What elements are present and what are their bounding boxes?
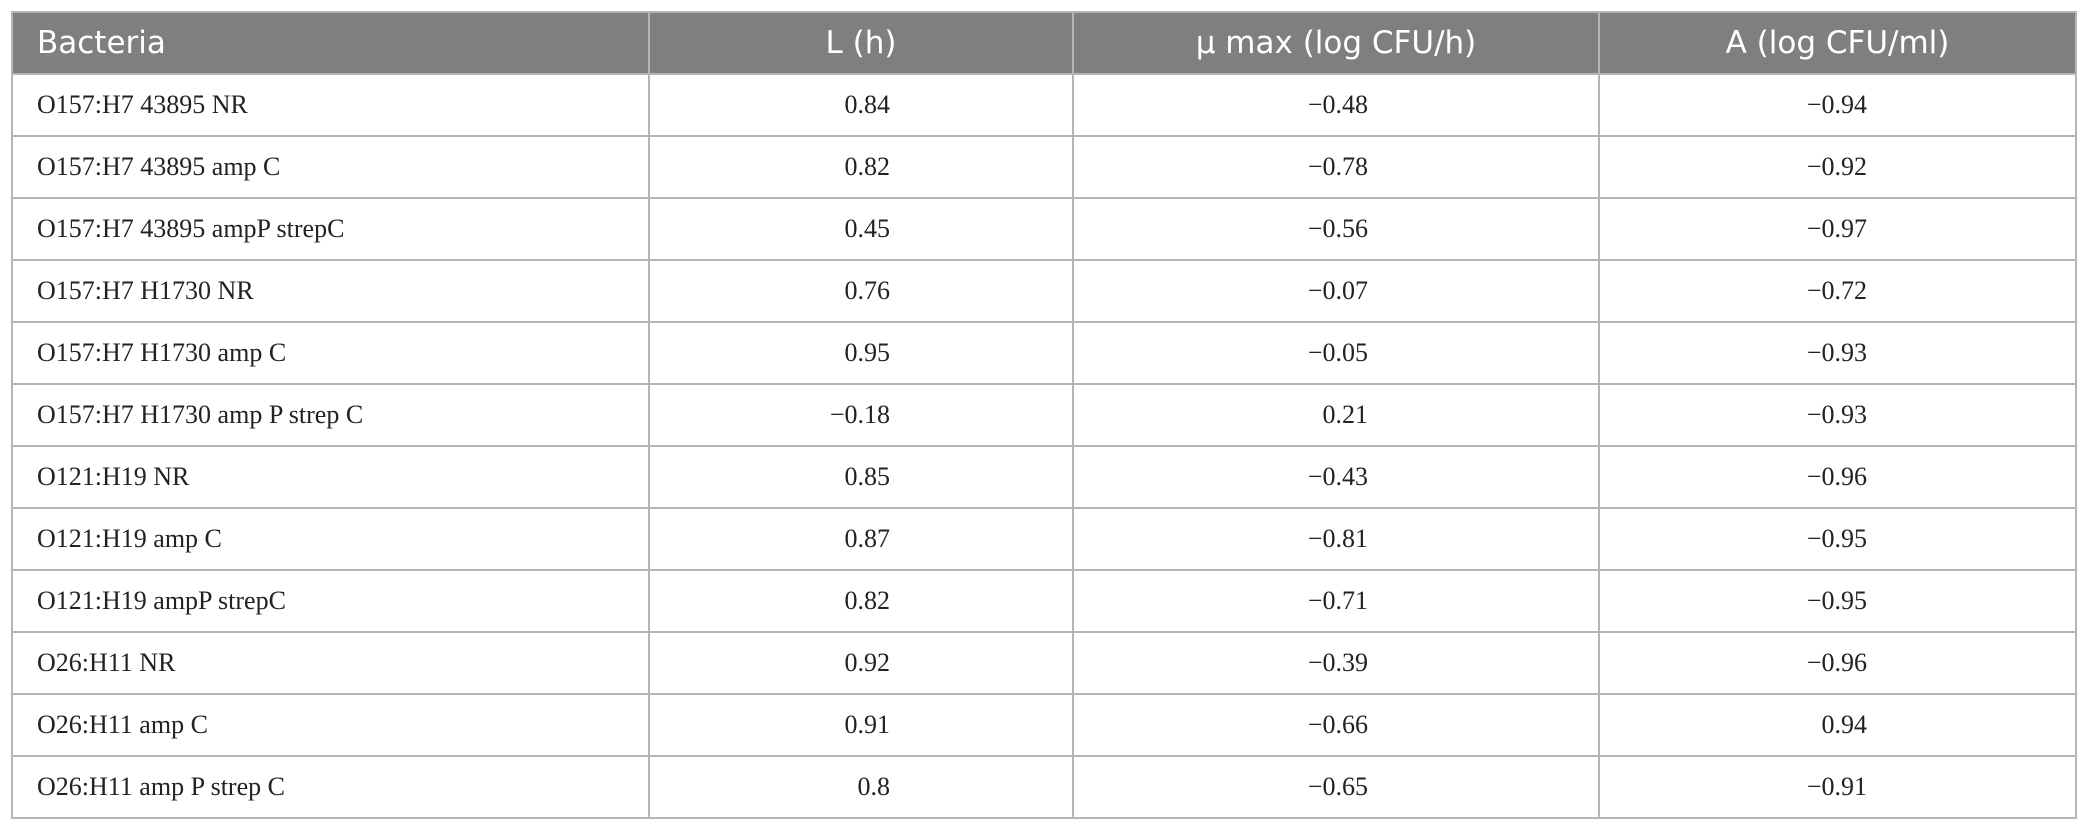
column-header: Bacteria <box>11 11 650 75</box>
value-cell: −0.92 <box>1598 135 2077 199</box>
table-row: O157:H7 43895 ampP strepC 0.45 −0.56 −0.97 <box>11 197 2077 261</box>
value-cell: 0.8 <box>648 755 1074 819</box>
table-container: Bacteria L (h) μ max (log CFU/h) A (log CFU… <box>11 11 2077 819</box>
value-cell: 0.82 <box>648 569 1074 633</box>
value-cell: 0.84 <box>648 73 1074 137</box>
header-row: Bacteria L (h) μ max (log CFU/h) A (log CFU… <box>11 11 2077 75</box>
bacteria-cell: O26:H11 amp P strep C <box>11 755 650 819</box>
table-row: O157:H7 H1730 amp C 0.95 −0.05 −0.93 <box>11 321 2077 385</box>
value-cell: −0.91 <box>1598 755 2077 819</box>
bacteria-cell: O157:H7 43895 ampP strepC <box>11 197 650 261</box>
table-row: O121:H19 NR 0.85 −0.43 −0.96 <box>11 445 2077 509</box>
table-row: O157:H7 H1730 amp P strep C −0.18 0.21 −0.9… <box>11 383 2077 447</box>
value-cell: −0.39 <box>1072 631 1600 695</box>
bacteria-cell: O121:H19 NR <box>11 445 650 509</box>
value-cell: −0.56 <box>1072 197 1600 261</box>
value-cell: −0.72 <box>1598 259 2077 323</box>
value-cell: −0.94 <box>1598 73 2077 137</box>
table-row: O157:H7 43895 NR 0.84 −0.48 −0.94 <box>11 73 2077 137</box>
value-cell: −0.65 <box>1072 755 1600 819</box>
value-cell: 0.82 <box>648 135 1074 199</box>
value-cell: −0.93 <box>1598 321 2077 385</box>
column-header: μ max (log CFU/h) <box>1072 11 1600 75</box>
value-cell: −0.96 <box>1598 445 2077 509</box>
value-cell: −0.07 <box>1072 259 1600 323</box>
value-cell: −0.95 <box>1598 507 2077 571</box>
column-header: A (log CFU/ml) <box>1598 11 2077 75</box>
table-row: O121:H19 ampP strepC 0.82 −0.71 −0.95 <box>11 569 2077 633</box>
table-row: O157:H7 H1730 NR 0.76 −0.07 −0.72 <box>11 259 2077 323</box>
value-cell: −0.71 <box>1072 569 1600 633</box>
table-row: O26:H11 amp P strep C 0.8 −0.65 −0.91 <box>11 755 2077 819</box>
table-row: O157:H7 43895 amp C 0.82 −0.78 −0.92 <box>11 135 2077 199</box>
table-body: O157:H7 43895 NR 0.84 −0.48 −0.94 O157:H7 43… <box>11 73 2077 819</box>
value-cell: −0.48 <box>1072 73 1600 137</box>
value-cell: 0.92 <box>648 631 1074 695</box>
value-cell: 0.85 <box>648 445 1074 509</box>
bacteria-cell: O157:H7 43895 amp C <box>11 135 650 199</box>
value-cell: −0.96 <box>1598 631 2077 695</box>
value-cell: −0.81 <box>1072 507 1600 571</box>
table-row: O26:H11 amp C 0.91 −0.66 0.94 <box>11 693 2077 757</box>
table-row: O26:H11 NR 0.92 −0.39 −0.96 <box>11 631 2077 695</box>
data-table: Bacteria L (h) μ max (log CFU/h) A (log CFU… <box>11 11 2077 819</box>
value-cell: 0.94 <box>1598 693 2077 757</box>
bacteria-cell: O121:H19 amp C <box>11 507 650 571</box>
table-row: O121:H19 amp C 0.87 −0.81 −0.95 <box>11 507 2077 571</box>
column-header: L (h) <box>648 11 1074 75</box>
value-cell: 0.76 <box>648 259 1074 323</box>
value-cell: −0.66 <box>1072 693 1600 757</box>
bacteria-cell: O157:H7 H1730 NR <box>11 259 650 323</box>
value-cell: −0.18 <box>648 383 1074 447</box>
value-cell: −0.05 <box>1072 321 1600 385</box>
value-cell: 0.45 <box>648 197 1074 261</box>
bacteria-cell: O157:H7 H1730 amp C <box>11 321 650 385</box>
bacteria-cell: O121:H19 ampP strepC <box>11 569 650 633</box>
value-cell: −0.78 <box>1072 135 1600 199</box>
bacteria-cell: O26:H11 amp C <box>11 693 650 757</box>
value-cell: −0.95 <box>1598 569 2077 633</box>
bacteria-cell: O26:H11 NR <box>11 631 650 695</box>
value-cell: 0.91 <box>648 693 1074 757</box>
value-cell: 0.87 <box>648 507 1074 571</box>
value-cell: −0.97 <box>1598 197 2077 261</box>
value-cell: 0.21 <box>1072 383 1600 447</box>
value-cell: 0.95 <box>648 321 1074 385</box>
value-cell: −0.93 <box>1598 383 2077 447</box>
bacteria-cell: O157:H7 H1730 amp P strep C <box>11 383 650 447</box>
bacteria-cell: O157:H7 43895 NR <box>11 73 650 137</box>
value-cell: −0.43 <box>1072 445 1600 509</box>
